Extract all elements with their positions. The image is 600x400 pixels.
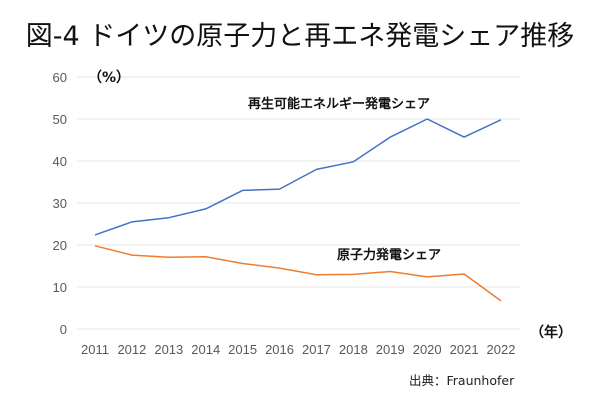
source-note: 出典：Fraunhofer bbox=[409, 373, 515, 388]
x-tick-labels: 2011 2012 2013 2014 2015 2016 2017 2018 2019 2020… bbox=[81, 342, 515, 357]
y-tick-label: 40 bbox=[53, 154, 67, 169]
x-tick-label: 2018 bbox=[339, 342, 368, 357]
y-axis-unit-label: （%） bbox=[88, 70, 130, 86]
x-tick-label: 2012 bbox=[117, 342, 146, 357]
x-tick-label: 2022 bbox=[487, 342, 516, 357]
y-tick-label: 0 bbox=[60, 322, 67, 337]
y-tick-labels: 0 10 20 30 40 50 60 bbox=[53, 70, 67, 337]
x-tick-label: 2019 bbox=[376, 342, 405, 357]
x-tick-label: 2013 bbox=[154, 342, 183, 357]
y-tick-label: 10 bbox=[53, 280, 67, 295]
y-tick-label: 30 bbox=[53, 196, 67, 211]
series-label-renewable: 再生可能エネルギー発電シェア bbox=[248, 96, 430, 112]
y-tick-label: 60 bbox=[53, 70, 67, 85]
series-line-renewable bbox=[94, 118, 502, 236]
y-tick-label: 50 bbox=[53, 112, 67, 127]
y-tick-label: 20 bbox=[53, 238, 67, 253]
x-tick-label: 2016 bbox=[265, 342, 294, 357]
x-tick-label: 2014 bbox=[191, 342, 220, 357]
series-line-nuclear bbox=[94, 245, 502, 302]
x-axis-unit-label: （年） bbox=[530, 324, 572, 341]
gridlines bbox=[77, 76, 520, 330]
series-lines bbox=[94, 118, 502, 302]
x-tick-label: 2015 bbox=[228, 342, 257, 357]
chart-title: 図-4 ドイツの原子力と再エネ発電シェア推移 bbox=[25, 21, 575, 52]
x-tick-label: 2020 bbox=[413, 342, 442, 357]
x-tick-label: 2021 bbox=[450, 342, 479, 357]
series-label-nuclear: 原子力発電シェア bbox=[337, 247, 441, 263]
x-tick-label: 2011 bbox=[81, 342, 109, 357]
x-tick-label: 2017 bbox=[302, 342, 331, 357]
